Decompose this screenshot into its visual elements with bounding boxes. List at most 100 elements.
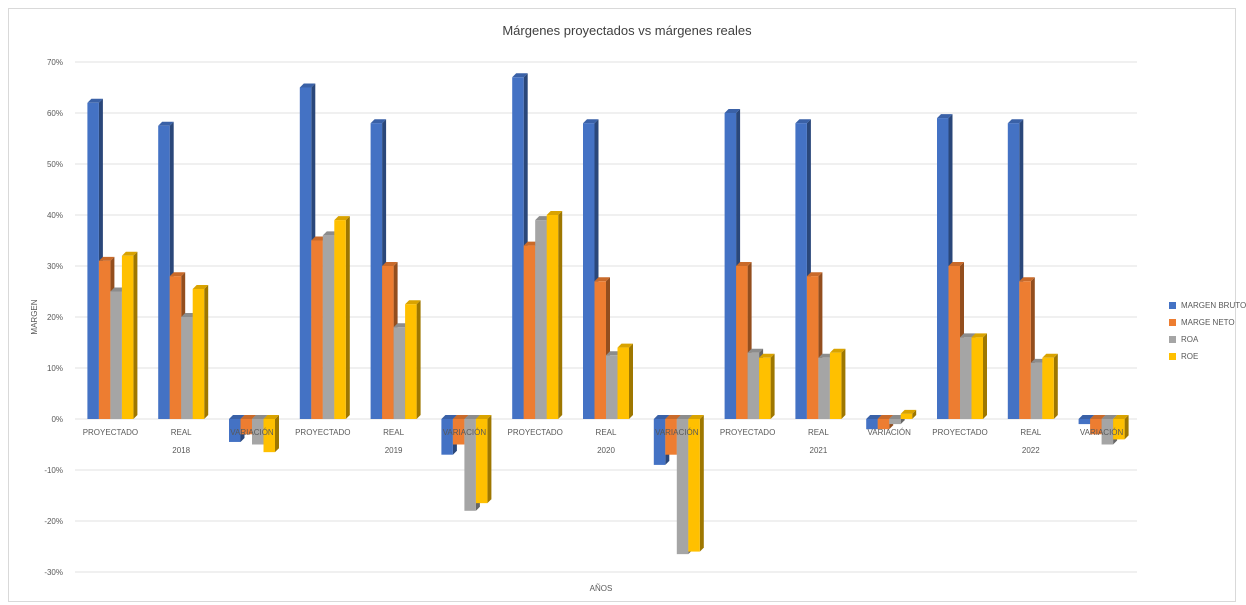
bar [405,300,421,419]
bar [546,211,563,419]
bar-front [546,215,559,419]
category-label: REAL [171,428,192,437]
bar-front [1078,419,1091,425]
y-tick-label: 70% [47,58,63,67]
bar [475,415,492,504]
bar-top [583,119,599,124]
bar-side [275,415,279,453]
category-label: VARIACIÓN [230,428,274,437]
bar-front [829,352,842,419]
category-label: PROYECTADO [295,428,350,437]
bar-side [487,415,492,504]
bar-top [441,415,457,419]
bar-side [983,333,987,419]
x-axis-title: AÑOS [590,584,613,593]
bar-top [252,415,268,419]
bar-side [558,211,563,419]
bar-top [747,348,764,353]
bar-top [158,121,174,126]
y-tick-label: 0% [51,415,63,424]
legend-swatch [1169,336,1176,343]
bar-side [912,409,917,419]
bar-front [441,419,453,455]
bar-top [98,256,115,261]
bar-front [299,87,312,419]
legend-label: MARGEN BRUTO [1181,301,1246,310]
y-tick-label: -30% [44,568,63,577]
bar-front [535,220,547,419]
bar-front [181,317,193,419]
bar-top [1078,415,1095,419]
bar-front [948,266,960,419]
bar-front [169,276,182,419]
bar-top [169,272,186,277]
bar-front [747,352,760,419]
bar [829,348,846,419]
bar-side [1124,415,1129,440]
bar-top [87,98,103,103]
bar [617,343,633,419]
bar-top [240,415,256,419]
bar-front [240,419,252,435]
bar-side [629,343,633,419]
category-label: PROYECTADO [507,428,562,437]
bar-top [1101,415,1118,419]
bar [192,284,209,419]
bar-top [370,119,387,124]
bar [1113,415,1129,440]
legend: MARGEN BRUTO MARGE NETO ROA ROE [1169,297,1246,365]
bar [263,415,279,453]
bar-front [1019,281,1031,419]
chart-frame: Márgenes proyectados vs márgenes reales -… [8,8,1246,602]
bar [759,353,775,419]
bar-top [512,73,528,78]
year-label: 2021 [810,446,828,455]
bar-top [594,277,610,282]
bar-top [806,272,823,277]
bar-front [110,291,122,419]
year-label: 2022 [1022,446,1040,455]
bar-top [676,415,693,419]
bar-front [1007,123,1020,419]
category-label: VARIACIÓN [867,428,911,437]
bar-top [759,353,775,358]
bar-top [334,216,350,221]
category-label: REAL [1020,428,1041,437]
bar-front [229,419,241,442]
bar-front [594,281,606,419]
category-label: VARIACIÓN [1080,428,1124,437]
bar-front [583,123,595,419]
bar-front [452,419,465,445]
bar-front [322,235,335,419]
y-tick-label: 20% [47,313,63,322]
legend-swatch [1169,302,1176,309]
bar-front [475,419,488,504]
bar-top [121,251,138,256]
legend-item-roa: ROA [1169,331,1246,348]
category-label: PROYECTADO [932,428,987,437]
bar-front [370,123,383,419]
bars-layer [87,73,1129,555]
bar-front [405,304,417,419]
category-label: PROYECTADO [720,428,775,437]
category-label: REAL [596,428,617,437]
y-tick-label: 40% [47,211,63,220]
bar-front [806,276,819,419]
bar-top [405,300,421,305]
y-tick-label: -20% [44,517,63,526]
bar-top [464,415,480,419]
category-label: REAL [383,428,404,437]
bar-front [121,255,134,419]
bar-front [724,113,737,419]
bar-top [971,333,987,338]
bar-top [795,119,811,124]
y-axis-title: MARGEN [30,299,39,334]
bar-front [252,419,264,445]
bar-front [818,357,830,419]
bar-front [937,118,949,419]
y-tick-label: 30% [47,262,63,271]
year-label: 2018 [172,446,190,455]
legend-item-marge-neto: MARGE NETO [1169,314,1246,331]
bar-front [688,419,700,552]
legend-label: ROA [1181,335,1199,344]
